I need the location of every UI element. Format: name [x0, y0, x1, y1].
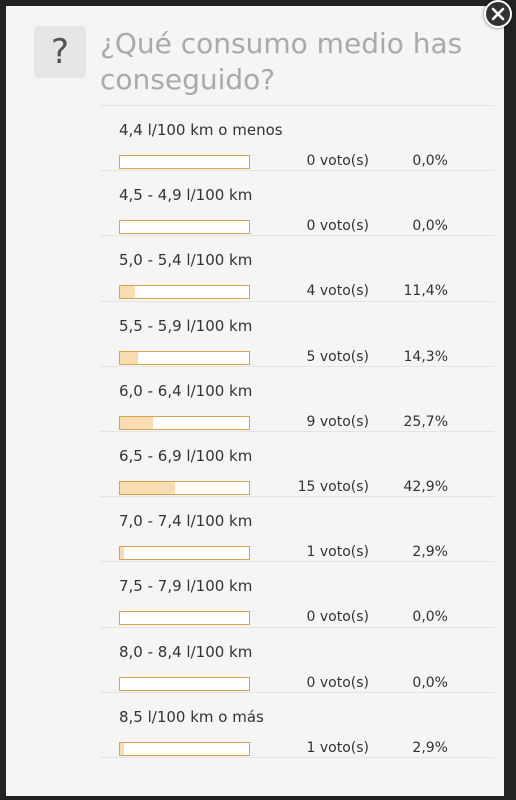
poll-option: 4,5 - 4,9 l/100 km 0 voto(s) 0,0% [100, 171, 494, 237]
result-bar-fill [120, 742, 124, 755]
option-label: 8,0 - 8,4 l/100 km [119, 642, 253, 661]
result-bar-fill [120, 547, 124, 560]
result-bar-fill [120, 351, 139, 364]
option-label: 4,4 l/100 km o menos [119, 121, 283, 139]
poll-results-modal: ? ¿Qué consumo medio has conseguido? 4,4… [6, 6, 504, 796]
poll-option: 4,4 l/100 km o menos 0 voto(s) 0,0% [100, 106, 494, 172]
vote-count: 1 voto(s) [306, 544, 369, 561]
result-bar-fill [120, 286, 135, 299]
result-bar [119, 350, 250, 365]
vote-percent: 0,0% [412, 153, 448, 169]
vote-percent: 11,4% [403, 283, 448, 300]
result-bar-fill [120, 481, 176, 494]
poll-options-list: 4,4 l/100 km o menos 0 voto(s) 0,0% 4,5 … [100, 105, 494, 758]
vote-count: 5 voto(s) [306, 348, 369, 365]
option-label: 7,5 - 7,9 l/100 km [119, 577, 253, 596]
vote-count: 0 voto(s) [306, 609, 369, 626]
result-bar [119, 415, 250, 430]
option-label: 5,5 - 5,9 l/100 km [119, 316, 253, 335]
poll-option: 8,5 l/100 km o más 1 voto(s) 2,9% [100, 693, 494, 758]
option-label: 7,0 - 7,4 l/100 km [119, 512, 253, 531]
close-button[interactable] [484, 0, 512, 28]
vote-count: 9 voto(s) [306, 413, 369, 430]
vote-percent: 0,0% [412, 218, 448, 235]
vote-count: 0 voto(s) [306, 674, 369, 691]
result-bar [119, 611, 250, 626]
result-bar [119, 155, 250, 169]
vote-count: 15 voto(s) [297, 478, 369, 495]
poll-option: 5,5 - 5,9 l/100 km 5 voto(s) 14,3% [100, 302, 494, 367]
vote-percent: 25,7% [403, 413, 448, 430]
question-mark-glyph: ? [50, 32, 70, 72]
result-bar [119, 220, 250, 235]
poll-title: ¿Qué consumo medio has conseguido? [100, 27, 463, 96]
vote-count: 0 voto(s) [306, 153, 369, 169]
vote-count: 1 voto(s) [306, 739, 369, 756]
result-bar [119, 480, 250, 495]
option-label: 8,5 l/100 km o más [119, 707, 264, 726]
vote-percent: 2,9% [412, 739, 448, 756]
poll-option: 5,0 - 5,4 l/100 km 4 voto(s) 11,4% [100, 236, 494, 302]
poll-option: 6,5 - 6,9 l/100 km 15 voto(s) 42,9% [100, 432, 494, 498]
poll-option: 8,0 - 8,4 l/100 km 0 voto(s) 0,0% [100, 628, 494, 693]
vote-percent: 0,0% [412, 674, 448, 691]
vote-percent: 2,9% [412, 544, 448, 561]
result-bar [119, 741, 250, 756]
option-label: 4,5 - 4,9 l/100 km [119, 186, 253, 205]
result-bar-fill [120, 416, 154, 429]
vote-count: 0 voto(s) [306, 218, 369, 235]
result-bar [119, 285, 250, 300]
poll-option: 6,0 - 6,4 l/100 km 9 voto(s) 25,7% [100, 367, 494, 432]
vote-percent: 0,0% [412, 609, 448, 626]
option-label: 6,0 - 6,4 l/100 km [119, 381, 253, 400]
poll-option: 7,0 - 7,4 l/100 km 1 voto(s) 2,9% [100, 497, 494, 563]
result-bar [119, 676, 250, 691]
vote-count: 4 voto(s) [306, 283, 369, 300]
vote-percent: 42,9% [403, 478, 448, 495]
result-bar [119, 546, 250, 561]
option-label: 5,0 - 5,4 l/100 km [119, 251, 253, 270]
poll-option: 7,5 - 7,9 l/100 km 0 voto(s) 0,0% [100, 562, 494, 628]
vote-percent: 14,3% [403, 348, 448, 365]
close-icon [491, 7, 505, 21]
question-mark-icon: ? [34, 26, 86, 78]
option-label: 6,5 - 6,9 l/100 km [119, 446, 253, 465]
